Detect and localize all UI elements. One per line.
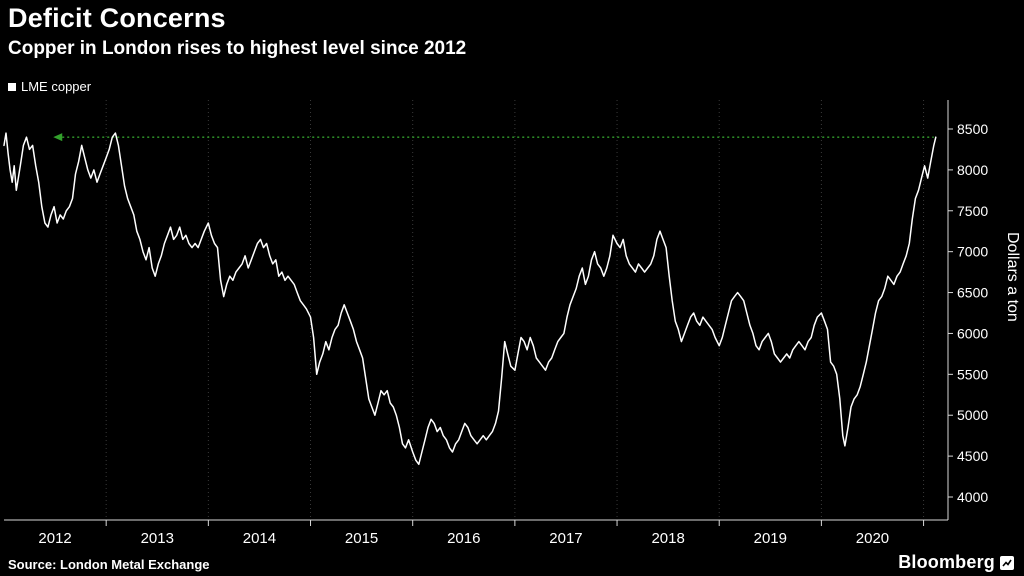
- x-tick-label: 2013: [141, 530, 174, 547]
- page-title: Deficit Concerns: [8, 3, 226, 33]
- x-tick-label: 2012: [38, 530, 71, 547]
- price-line: [3, 132, 937, 466]
- y-tick-label: 4500: [957, 448, 988, 464]
- source-credit: Source: London Metal Exchange: [8, 557, 210, 572]
- x-tick-label: 2020: [856, 530, 889, 547]
- x-tick-label: 2019: [754, 530, 787, 547]
- x-tick-label: 2014: [243, 530, 276, 547]
- x-tick-label: 2015: [345, 530, 378, 547]
- reference-arrow-icon: [53, 133, 63, 142]
- bloomberg-logo: Bloomberg: [898, 552, 1014, 573]
- x-tick-label: 2016: [447, 530, 480, 547]
- y-axis-title: Dollars a ton: [1004, 232, 1021, 322]
- y-tick-label: 6500: [957, 285, 988, 301]
- bloomberg-wordmark: Bloomberg: [898, 552, 995, 572]
- y-tick-label: 6000: [957, 325, 988, 341]
- x-tick-label: 2018: [651, 530, 684, 547]
- y-tick-label: 4000: [957, 489, 988, 505]
- y-tick-label: 5000: [957, 407, 988, 423]
- chart-subtitle: Copper in London rises to highest level …: [8, 38, 467, 59]
- legend: LME copper: [8, 79, 91, 94]
- legend-swatch-icon: [8, 82, 16, 91]
- y-tick-label: 5500: [957, 366, 988, 382]
- y-tick-label: 8000: [957, 162, 988, 178]
- bloomberg-chart-icon: [1000, 555, 1014, 570]
- y-tick-label: 7000: [957, 244, 988, 260]
- y-tick-label: 8500: [957, 121, 988, 137]
- legend-label: LME copper: [21, 79, 92, 94]
- y-tick-label: 7500: [957, 203, 988, 219]
- x-tick-label: 2017: [549, 530, 582, 547]
